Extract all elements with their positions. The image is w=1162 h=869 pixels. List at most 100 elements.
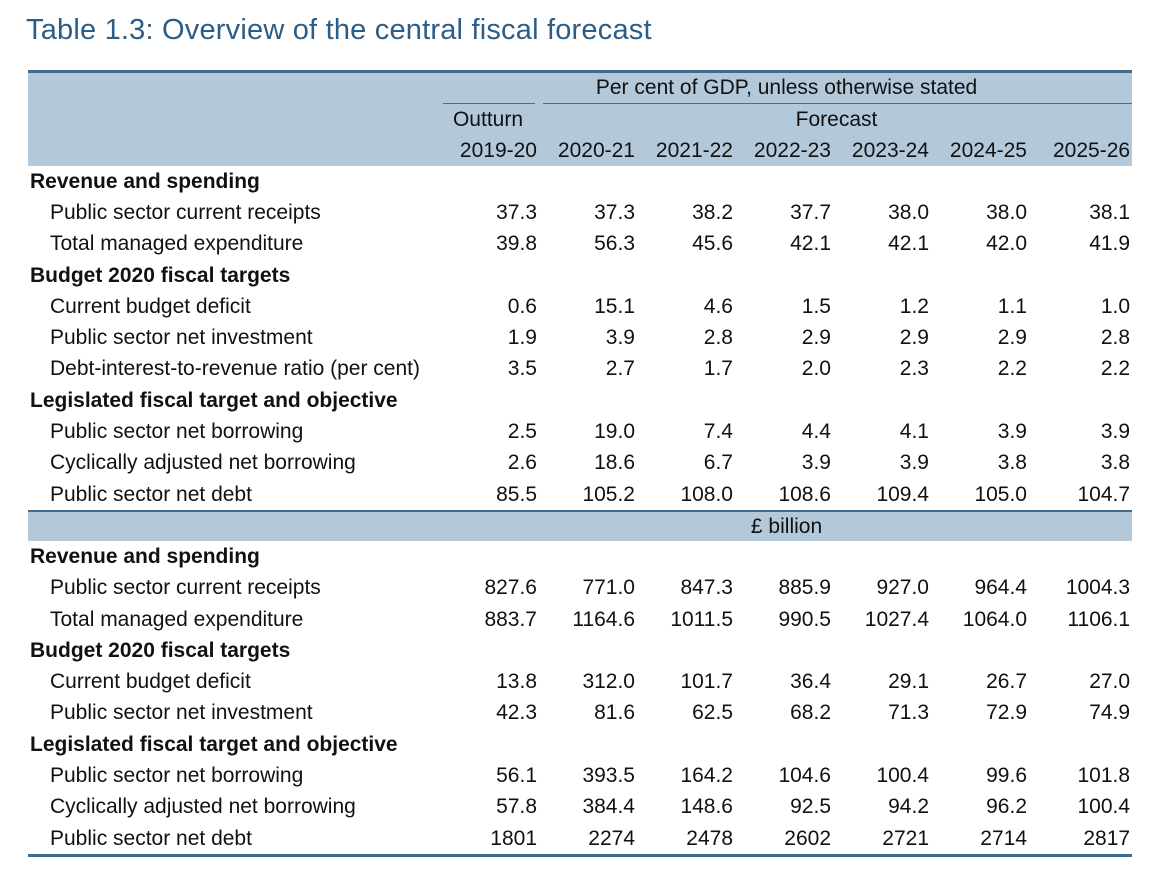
table-cell: 104.7 bbox=[1077, 482, 1131, 506]
table-cell: 3.9 bbox=[997, 420, 1027, 444]
table-row: Debt-interest-to-revenue ratio (per cent… bbox=[28, 354, 1132, 385]
table-row: Public sector current receipts 37.3 37.3 38… bbox=[28, 197, 1132, 228]
table-cell: 3.8 bbox=[1100, 451, 1131, 475]
table-row: Cyclically adjusted net borrowing 2.6 18.6… bbox=[28, 448, 1132, 479]
table-cell: 2.9 bbox=[997, 326, 1027, 350]
table-cell: 94.2 bbox=[888, 795, 929, 819]
table-cell: 1027.4 bbox=[864, 607, 929, 631]
table-cell: 108.0 bbox=[680, 482, 733, 506]
table-cell: 101.8 bbox=[1077, 763, 1131, 787]
table-cell: 15.1 bbox=[594, 294, 635, 318]
row-label: Total managed expenditure bbox=[50, 607, 304, 631]
table-row: Public sector net debt 1801 2274 2478 2602 27… bbox=[28, 823, 1132, 856]
table-cell: 7.4 bbox=[703, 420, 733, 444]
table-cell: 2714 bbox=[980, 826, 1027, 850]
section-heading-row: Revenue and spending bbox=[28, 166, 1132, 197]
table-cell: 42.3 bbox=[496, 701, 537, 725]
table-row: Public sector net investment 1.9 3.9 2.8 2.9… bbox=[28, 322, 1132, 353]
unit-row: £ billion bbox=[28, 510, 1133, 542]
table-cell: 42.1 bbox=[888, 232, 929, 256]
table-cell: 1004.3 bbox=[1065, 576, 1131, 600]
table-cell: 109.4 bbox=[876, 482, 929, 506]
table-cell: 1.2 bbox=[899, 294, 929, 318]
row-label: Current budget deficit bbox=[50, 670, 251, 694]
section-heading-row: Legislated fiscal target and objective bbox=[28, 729, 1132, 760]
row-label: Current budget deficit bbox=[50, 294, 251, 318]
table-cell: 27.0 bbox=[1089, 670, 1131, 694]
table-cell: 2.8 bbox=[1100, 326, 1131, 350]
table-cell: 71.3 bbox=[888, 701, 929, 725]
table-cell: 6.7 bbox=[703, 451, 733, 475]
table-cell: 37.7 bbox=[790, 200, 831, 224]
table-cell: 2.9 bbox=[899, 326, 929, 350]
section-heading-row: Legislated fiscal target and objective bbox=[28, 385, 1132, 416]
table-cell: 96.2 bbox=[986, 795, 1027, 819]
table-cell: 1011.5 bbox=[670, 607, 733, 631]
table-cell: 2.2 bbox=[997, 357, 1027, 381]
row-label: Cyclically adjusted net borrowing bbox=[50, 795, 356, 819]
table-cell: 771.0 bbox=[582, 576, 635, 600]
table-cell: 3.9 bbox=[801, 451, 831, 475]
row-label: Public sector current receipts bbox=[50, 200, 321, 224]
table-cell: 3.8 bbox=[997, 451, 1027, 475]
table-cell: 2817 bbox=[1083, 826, 1131, 850]
gdp-section: Revenue and spending Public sector curren… bbox=[28, 166, 1132, 511]
table-cell: 164.2 bbox=[680, 763, 733, 787]
table-cell: 384.4 bbox=[582, 795, 635, 819]
row-label: Public sector net borrowing bbox=[50, 420, 304, 444]
table-cell: 2.2 bbox=[1100, 357, 1131, 381]
table-row: Current budget deficit 0.6 15.1 4.6 1.5 1.2 1.… bbox=[28, 291, 1132, 322]
table-cell: 108.6 bbox=[778, 482, 831, 506]
table-cell: 847.3 bbox=[680, 576, 733, 600]
table-cell: 3.5 bbox=[507, 357, 537, 381]
table-cell: 2478 bbox=[686, 826, 733, 850]
table-cell: 1801 bbox=[490, 826, 537, 850]
table-row: Current budget deficit 13.8 312.0 101.7 36.4… bbox=[28, 666, 1132, 697]
section-heading: Legislated fiscal target and objective bbox=[30, 388, 398, 412]
year-header: 2024-25 bbox=[931, 135, 1029, 166]
section-heading: Revenue and spending bbox=[30, 169, 260, 193]
table-cell: 2.0 bbox=[801, 357, 831, 381]
table-cell: 0.6 bbox=[507, 294, 537, 318]
table-cell: 3.9 bbox=[605, 326, 635, 350]
row-label: Public sector current receipts bbox=[50, 576, 321, 600]
table-cell: 105.2 bbox=[582, 482, 635, 506]
table-cell: 312.0 bbox=[582, 670, 635, 694]
section-heading: Budget 2020 fiscal targets bbox=[30, 638, 291, 662]
row-label: Public sector net investment bbox=[50, 326, 313, 350]
table-cell: 37.3 bbox=[594, 200, 635, 224]
table-cell: 2.8 bbox=[703, 326, 733, 350]
row-label: Public sector net investment bbox=[50, 701, 313, 725]
table-cell: 92.5 bbox=[790, 795, 831, 819]
table-cell: 56.3 bbox=[594, 232, 635, 256]
table-cell: 105.0 bbox=[974, 482, 1027, 506]
table-cell: 1.9 bbox=[507, 326, 537, 350]
row-label: Total managed expenditure bbox=[50, 232, 304, 256]
section-heading: Budget 2020 fiscal targets bbox=[30, 263, 291, 287]
forecast-header: Forecast bbox=[534, 103, 1133, 135]
header-period-row: Outturn Forecast bbox=[28, 103, 1133, 135]
table-cell: 85.5 bbox=[496, 482, 537, 506]
table-cell: 148.6 bbox=[680, 795, 733, 819]
billion-section: Revenue and spending Public sector curren… bbox=[28, 541, 1132, 855]
table-cell: 827.6 bbox=[484, 576, 537, 600]
table-cell: 1164.6 bbox=[572, 607, 635, 631]
table-cell: 41.9 bbox=[1089, 232, 1131, 256]
table-cell: 13.8 bbox=[496, 670, 537, 694]
year-header: 2023-24 bbox=[833, 135, 931, 166]
table-cell: 2.9 bbox=[801, 326, 831, 350]
table-cell: 74.9 bbox=[1089, 701, 1131, 725]
table-row: Total managed expenditure 39.8 56.3 45.6 42.… bbox=[28, 229, 1132, 260]
table-cell: 885.9 bbox=[778, 576, 831, 600]
table-cell: 81.6 bbox=[594, 701, 635, 725]
table-cell: 38.0 bbox=[986, 200, 1027, 224]
table-cell: 100.4 bbox=[876, 763, 929, 787]
table-cell: 2274 bbox=[588, 826, 635, 850]
table-cell: 1.1 bbox=[997, 294, 1027, 318]
outturn-header: Outturn bbox=[443, 103, 543, 135]
units-header: Per cent of GDP, unless otherwise stated bbox=[443, 71, 1133, 104]
section-heading: Revenue and spending bbox=[30, 544, 260, 568]
table-cell: 101.7 bbox=[680, 670, 733, 694]
table-cell: 4.6 bbox=[703, 294, 733, 318]
fiscal-forecast-table: Per cent of GDP, unless otherwise stated… bbox=[28, 70, 1133, 858]
